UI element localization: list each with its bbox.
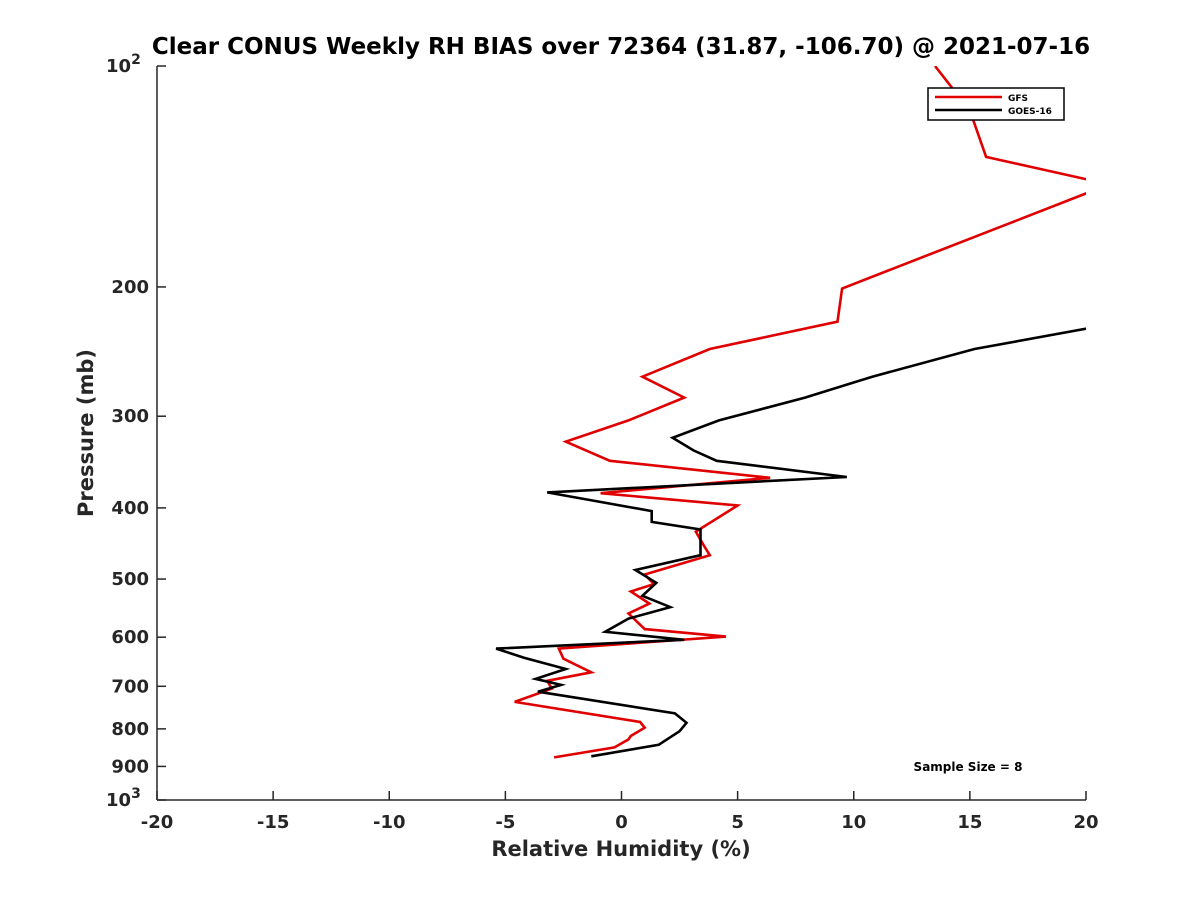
y-tick-label: 700 bbox=[111, 676, 149, 697]
plot-series bbox=[495, 66, 1086, 759]
y-ticks: 102 200 300 400 500 600 700 800 900 103 bbox=[106, 52, 166, 811]
x-tick-label: -10 bbox=[373, 812, 406, 833]
y-tick-label: 300 bbox=[111, 406, 149, 427]
legend-label-gfs: GFS bbox=[1008, 94, 1028, 104]
axes bbox=[156, 66, 1086, 801]
series-line-goes16 bbox=[495, 327, 1086, 758]
x-tick-label: -5 bbox=[495, 812, 515, 833]
x-ticks: -20 -15 -10 -5 0 5 10 15 20 bbox=[141, 791, 1099, 833]
x-tick-label: -20 bbox=[141, 812, 174, 833]
y-tick-label: 800 bbox=[111, 719, 149, 740]
x-tick-label: 10 bbox=[841, 812, 866, 833]
y-tick-label: 500 bbox=[111, 569, 149, 590]
x-tick-label: -15 bbox=[257, 812, 290, 833]
series-line-gfs bbox=[514, 66, 1086, 759]
y-tick-label: 600 bbox=[111, 627, 149, 648]
y-tick-label: 400 bbox=[111, 498, 149, 519]
x-tick-label: 15 bbox=[957, 812, 982, 833]
y-tick-label: 900 bbox=[111, 756, 149, 777]
legend-box bbox=[927, 87, 1065, 121]
y-tick-label: 103 bbox=[106, 786, 141, 811]
legend: GFS GOES-16 bbox=[927, 87, 1065, 121]
y-tick-label: 200 bbox=[111, 277, 149, 298]
legend-label-goes16: GOES-16 bbox=[1008, 107, 1052, 117]
sample-size-annotation: Sample Size = 8 bbox=[914, 760, 1023, 774]
x-tick-label: 20 bbox=[1073, 812, 1098, 833]
x-axis-label: Relative Humidity (%) bbox=[491, 837, 750, 861]
x-tick-label: 0 bbox=[615, 812, 628, 833]
y-tick-label: 102 bbox=[106, 52, 141, 77]
chart-title: Clear CONUS Weekly RH BIAS over 72364 (3… bbox=[152, 34, 1090, 60]
x-tick-label: 5 bbox=[731, 812, 744, 833]
y-axis-label: Pressure (mb) bbox=[74, 349, 98, 517]
